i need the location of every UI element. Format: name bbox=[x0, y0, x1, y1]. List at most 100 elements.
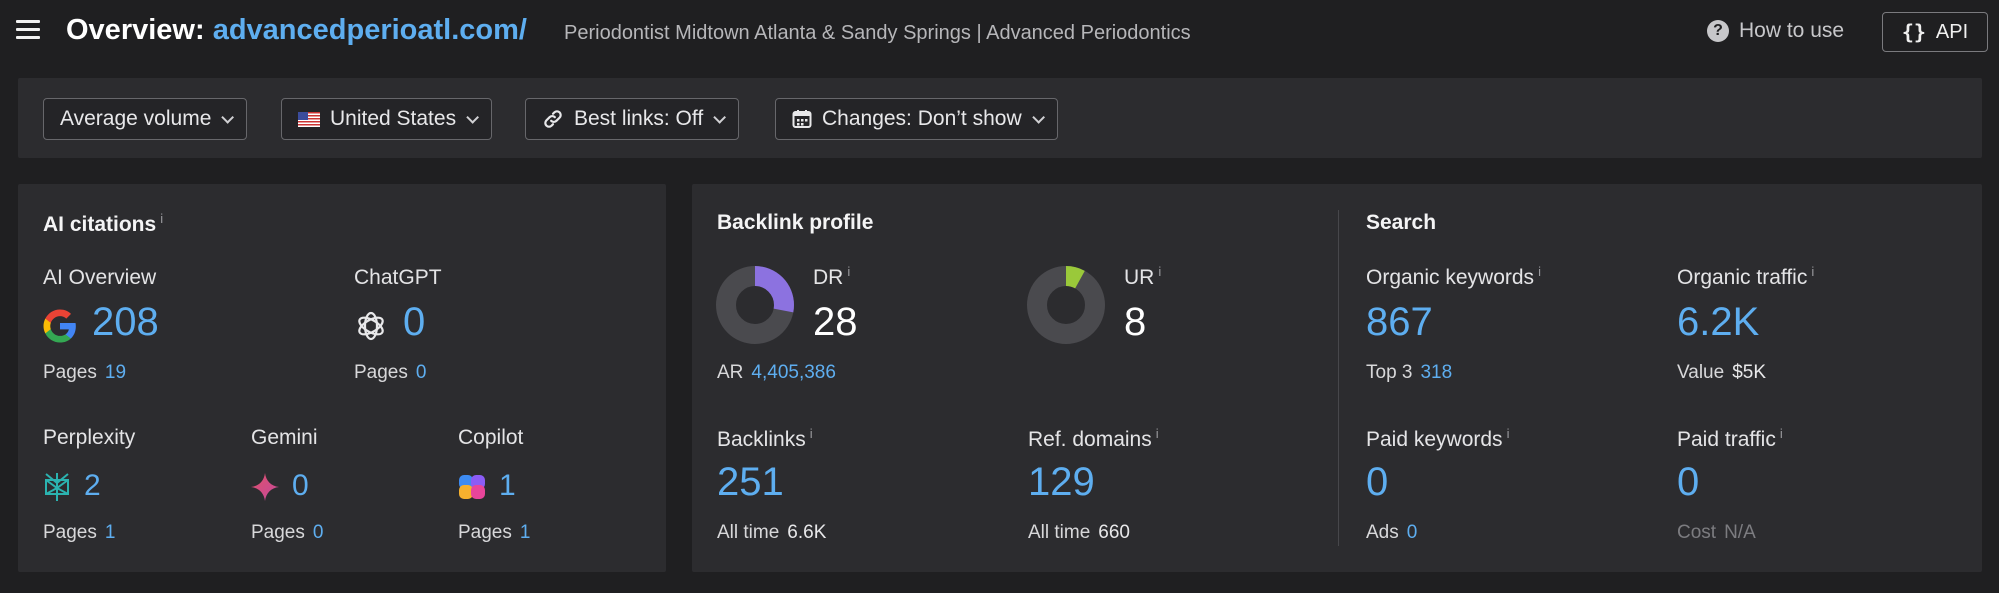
target-domain-link[interactable]: advancedperioatl.com/ bbox=[212, 14, 527, 46]
paid-traffic-cost: Cost N/A bbox=[1677, 522, 1756, 544]
info-icon[interactable]: i bbox=[1506, 426, 1510, 441]
best-links-dropdown-label: Best links: Off bbox=[574, 107, 704, 130]
ref-domains-value[interactable]: 129 bbox=[1028, 460, 1095, 504]
ai-citations-title-text: AI citations bbox=[43, 213, 157, 236]
paid-keywords-value[interactable]: 0 bbox=[1366, 460, 1389, 504]
ar-rank: AR 4,405,386 bbox=[717, 362, 836, 384]
backlinks-value[interactable]: 251 bbox=[717, 460, 784, 504]
info-icon[interactable]: i bbox=[1811, 264, 1815, 279]
gemini-label: Gemini bbox=[251, 426, 318, 449]
section-divider bbox=[1338, 210, 1339, 546]
backlink-profile-title: Backlink profile bbox=[717, 211, 874, 234]
info-icon[interactable]: i bbox=[160, 211, 164, 226]
info-icon[interactable]: i bbox=[847, 264, 851, 279]
gemini-value[interactable]: 0 bbox=[292, 469, 309, 502]
changes-dropdown[interactable]: Changes: Don’t show bbox=[775, 98, 1058, 140]
ai-overview-value[interactable]: 208 bbox=[92, 300, 159, 344]
ai-overview-label: AI Overview bbox=[43, 266, 157, 289]
dr-label-text: DR bbox=[813, 266, 844, 289]
perplexity-pages: Pages 1 bbox=[43, 522, 115, 544]
dr-ring-arc bbox=[716, 266, 794, 344]
how-to-use-link[interactable]: ? How to use bbox=[1707, 19, 1844, 43]
ur-label-text: UR bbox=[1124, 266, 1155, 289]
ads-value[interactable]: 0 bbox=[1406, 522, 1418, 543]
pages-label: Pages bbox=[43, 522, 97, 543]
ar-value[interactable]: 4,405,386 bbox=[751, 362, 836, 383]
ur-ring-chart bbox=[1027, 266, 1105, 344]
ai-overview-pages-value[interactable]: 19 bbox=[104, 362, 127, 383]
api-button[interactable]: {} API bbox=[1882, 12, 1988, 52]
top3-label: Top 3 bbox=[1366, 362, 1413, 383]
chevron-down-icon bbox=[713, 110, 727, 124]
perplexity-value[interactable]: 2 bbox=[84, 469, 101, 502]
organic-keywords-label: Organic keywords i bbox=[1366, 264, 1541, 290]
organic-traffic-value[interactable]: 6.2K bbox=[1677, 300, 1760, 344]
top3-value[interactable]: 318 bbox=[1420, 362, 1453, 383]
paid-keywords-label: Paid keywords i bbox=[1366, 426, 1509, 452]
copilot-pages: Pages 1 bbox=[458, 522, 530, 544]
perplexity-pages-value[interactable]: 1 bbox=[104, 522, 116, 543]
top-bar: Overview: advancedperioatl.com/ Periodon… bbox=[0, 0, 1999, 66]
chevron-down-icon bbox=[1031, 110, 1045, 124]
copilot-pages-value[interactable]: 1 bbox=[519, 522, 531, 543]
organic-traffic-label: Organic traffic i bbox=[1677, 264, 1814, 290]
pages-label: Pages bbox=[251, 522, 305, 543]
ai-overview-pages: Pages 19 bbox=[43, 362, 126, 384]
backlinks-label-text: Backlinks bbox=[717, 428, 806, 451]
info-icon[interactable]: i bbox=[1158, 264, 1162, 279]
braces-icon: {} bbox=[1901, 20, 1926, 44]
country-dropdown[interactable]: United States bbox=[281, 98, 493, 140]
paid-keywords-ads: Ads 0 bbox=[1366, 522, 1417, 544]
api-button-label: API bbox=[1935, 20, 1969, 43]
ref-domains-all-time-value: 660 bbox=[1098, 522, 1130, 543]
backlinks-all-time: All time 6.6K bbox=[717, 522, 826, 544]
link-icon bbox=[542, 108, 564, 130]
best-links-dropdown[interactable]: Best links: Off bbox=[525, 98, 740, 140]
ref-domains-all-time: All time 660 bbox=[1028, 522, 1130, 544]
gemini-pages: Pages 0 bbox=[251, 522, 323, 544]
ur-ring-arc bbox=[1027, 266, 1105, 344]
dr-ring-chart bbox=[716, 266, 794, 344]
search-title: Search bbox=[1366, 211, 1437, 234]
ai-citations-panel bbox=[18, 184, 666, 572]
changes-dropdown-label: Changes: Don’t show bbox=[822, 107, 1022, 130]
ur-label: UR i bbox=[1124, 264, 1161, 290]
info-icon[interactable]: i bbox=[1779, 426, 1783, 441]
info-icon[interactable]: i bbox=[1538, 264, 1541, 279]
all-time-label: All time bbox=[1028, 522, 1091, 543]
chatgpt-pages: Pages 0 bbox=[354, 362, 426, 384]
paid-traffic-label-text: Paid traffic bbox=[1677, 428, 1776, 451]
us-flag-icon bbox=[298, 111, 320, 127]
calendar-icon bbox=[792, 109, 812, 129]
country-dropdown-label: United States bbox=[330, 107, 457, 130]
chatgpt-value[interactable]: 0 bbox=[403, 300, 426, 344]
paid-traffic-value[interactable]: 0 bbox=[1677, 460, 1700, 504]
copilot-value[interactable]: 1 bbox=[499, 469, 516, 502]
chatgpt-label: ChatGPT bbox=[354, 266, 442, 289]
dr-label: DR i bbox=[813, 264, 850, 290]
pages-label: Pages bbox=[43, 362, 97, 383]
ur-value: 8 bbox=[1124, 300, 1147, 344]
question-icon: ? bbox=[1707, 20, 1729, 42]
organic-keywords-value[interactable]: 867 bbox=[1366, 300, 1433, 344]
info-icon[interactable]: i bbox=[809, 426, 813, 441]
chatgpt-pages-value[interactable]: 0 bbox=[415, 362, 427, 383]
traffic-value-amount: $5K bbox=[1732, 362, 1766, 383]
info-icon[interactable]: i bbox=[1155, 426, 1159, 441]
gemini-pages-value[interactable]: 0 bbox=[312, 522, 324, 543]
gemini-icon bbox=[250, 472, 280, 507]
how-to-use-label: How to use bbox=[1739, 19, 1845, 42]
organic-traffic-value-usd: Value $5K bbox=[1677, 362, 1766, 384]
target-page-title: Periodontist Midtown Atlanta & Sandy Spr… bbox=[564, 22, 1191, 44]
chevron-down-icon bbox=[466, 110, 480, 124]
copilot-icon bbox=[457, 472, 487, 507]
google-icon bbox=[42, 308, 78, 349]
menu-icon[interactable] bbox=[16, 20, 40, 44]
perplexity-icon bbox=[43, 472, 71, 507]
filter-bar: Average volume United States Best links: bbox=[18, 78, 1982, 158]
title-prefix: Overview: bbox=[66, 14, 205, 46]
volume-dropdown[interactable]: Average volume bbox=[43, 98, 248, 140]
backlinks-label: Backlinks i bbox=[717, 426, 813, 452]
all-time-label: All time bbox=[717, 522, 780, 543]
cost-label: Cost bbox=[1677, 522, 1717, 543]
